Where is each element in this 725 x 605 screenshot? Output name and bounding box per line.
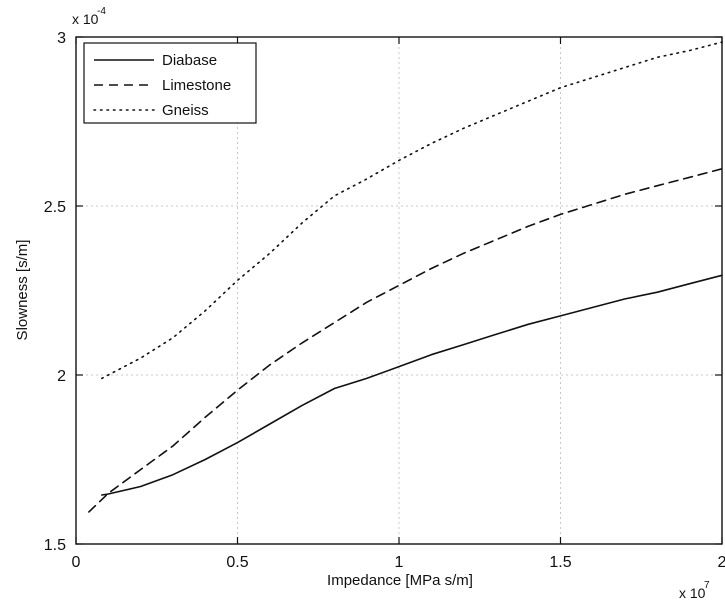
y-tick-label: 2.5 bbox=[44, 199, 66, 216]
series-line-limestone bbox=[88, 168, 723, 513]
x-tick-label: 1.5 bbox=[549, 554, 571, 571]
legend-box bbox=[83, 42, 257, 124]
x-tick-label: 2 bbox=[718, 554, 725, 571]
tick-marks bbox=[75, 36, 723, 545]
legend-label-gneiss: Gneiss bbox=[162, 102, 209, 119]
tick-labels: 0 0.5 1 1.5 2 1.5 2 2.5 3 bbox=[44, 30, 725, 571]
x-tick-label: 0.5 bbox=[226, 554, 248, 571]
y-tick-label: 1.5 bbox=[44, 537, 66, 554]
x-tick-label: 1 bbox=[395, 554, 404, 571]
x-multiplier-exponent: 7 bbox=[704, 580, 710, 591]
legend-label-diabase: Diabase bbox=[162, 52, 217, 69]
y-multiplier-base: x 10 bbox=[72, 11, 99, 27]
series-line-diabase bbox=[101, 274, 723, 496]
series-group bbox=[88, 41, 723, 513]
y-tick-label: 2 bbox=[57, 368, 66, 385]
y-axis-multiplier: x 10 -4 bbox=[72, 6, 106, 27]
y-axis-label: Slowness [s/m] bbox=[14, 240, 31, 341]
x-multiplier-base: x 10 bbox=[679, 585, 706, 601]
y-multiplier-exponent: -4 bbox=[97, 6, 106, 17]
y-tick-label: 3 bbox=[57, 30, 66, 47]
legend-label-limestone: Limestone bbox=[162, 77, 231, 94]
x-axis-multiplier: x 10 7 bbox=[679, 580, 710, 601]
series-line-gneiss bbox=[101, 41, 723, 380]
legend: Diabase Limestone Gneiss bbox=[83, 42, 257, 124]
x-axis-label: Impedance [MPa s/m] bbox=[327, 572, 473, 589]
x-tick-label: 0 bbox=[72, 554, 81, 571]
